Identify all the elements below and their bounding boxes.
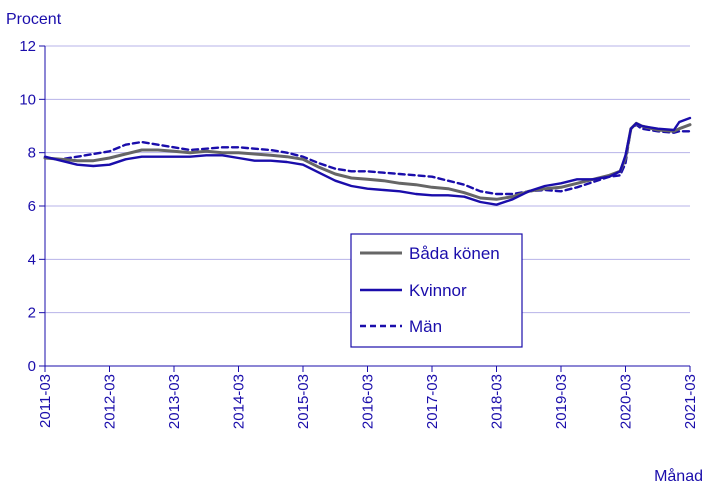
y-tick-label: 12 (19, 38, 36, 55)
gridlines (45, 45, 690, 314)
y-tick-label: 0 (28, 358, 36, 375)
x-axis-ticks: 2011-03 2012-03 2013-03 2014-03 2015-03 2016-… (37, 366, 699, 429)
x-tick-label: 2014-03 (231, 374, 248, 429)
x-tick-label: 2017-03 (424, 374, 441, 429)
y-tick-label: 2 (28, 305, 36, 322)
x-tick-label: 2021-03 (682, 374, 699, 429)
x-tick-label: 2019-03 (553, 374, 570, 429)
series-line-2 (43, 123, 692, 196)
y-tick-label: 10 (19, 91, 36, 108)
y-tick-label: 4 (28, 251, 36, 268)
x-axis-title: Månad (654, 467, 703, 485)
legend-label-kvinnor: Kvinnor (409, 281, 467, 300)
x-tick-label: 2015-03 (295, 374, 312, 429)
series-lines (43, 116, 692, 206)
x-tick-label: 2011-03 (37, 374, 54, 428)
y-tick-label: 6 (28, 198, 36, 215)
series-line-1 (43, 116, 692, 206)
x-tick-label: 2013-03 (166, 374, 183, 429)
legend: Båda könen Kvinnor Män (350, 233, 523, 348)
x-tick-label: 2012-03 (102, 374, 119, 429)
legend-label-man: Män (409, 317, 442, 336)
x-tick-label: 2016-03 (360, 374, 377, 429)
legend-label-bada-konen: Båda könen (409, 244, 500, 263)
x-tick-label: 2020-03 (618, 374, 635, 429)
y-tick-label: 8 (28, 145, 36, 162)
y-axis-ticks: 0 2 4 6 8 10 12 (19, 38, 45, 375)
y-axis-title: Procent (6, 11, 62, 28)
x-tick-label: 2018-03 (489, 374, 506, 429)
